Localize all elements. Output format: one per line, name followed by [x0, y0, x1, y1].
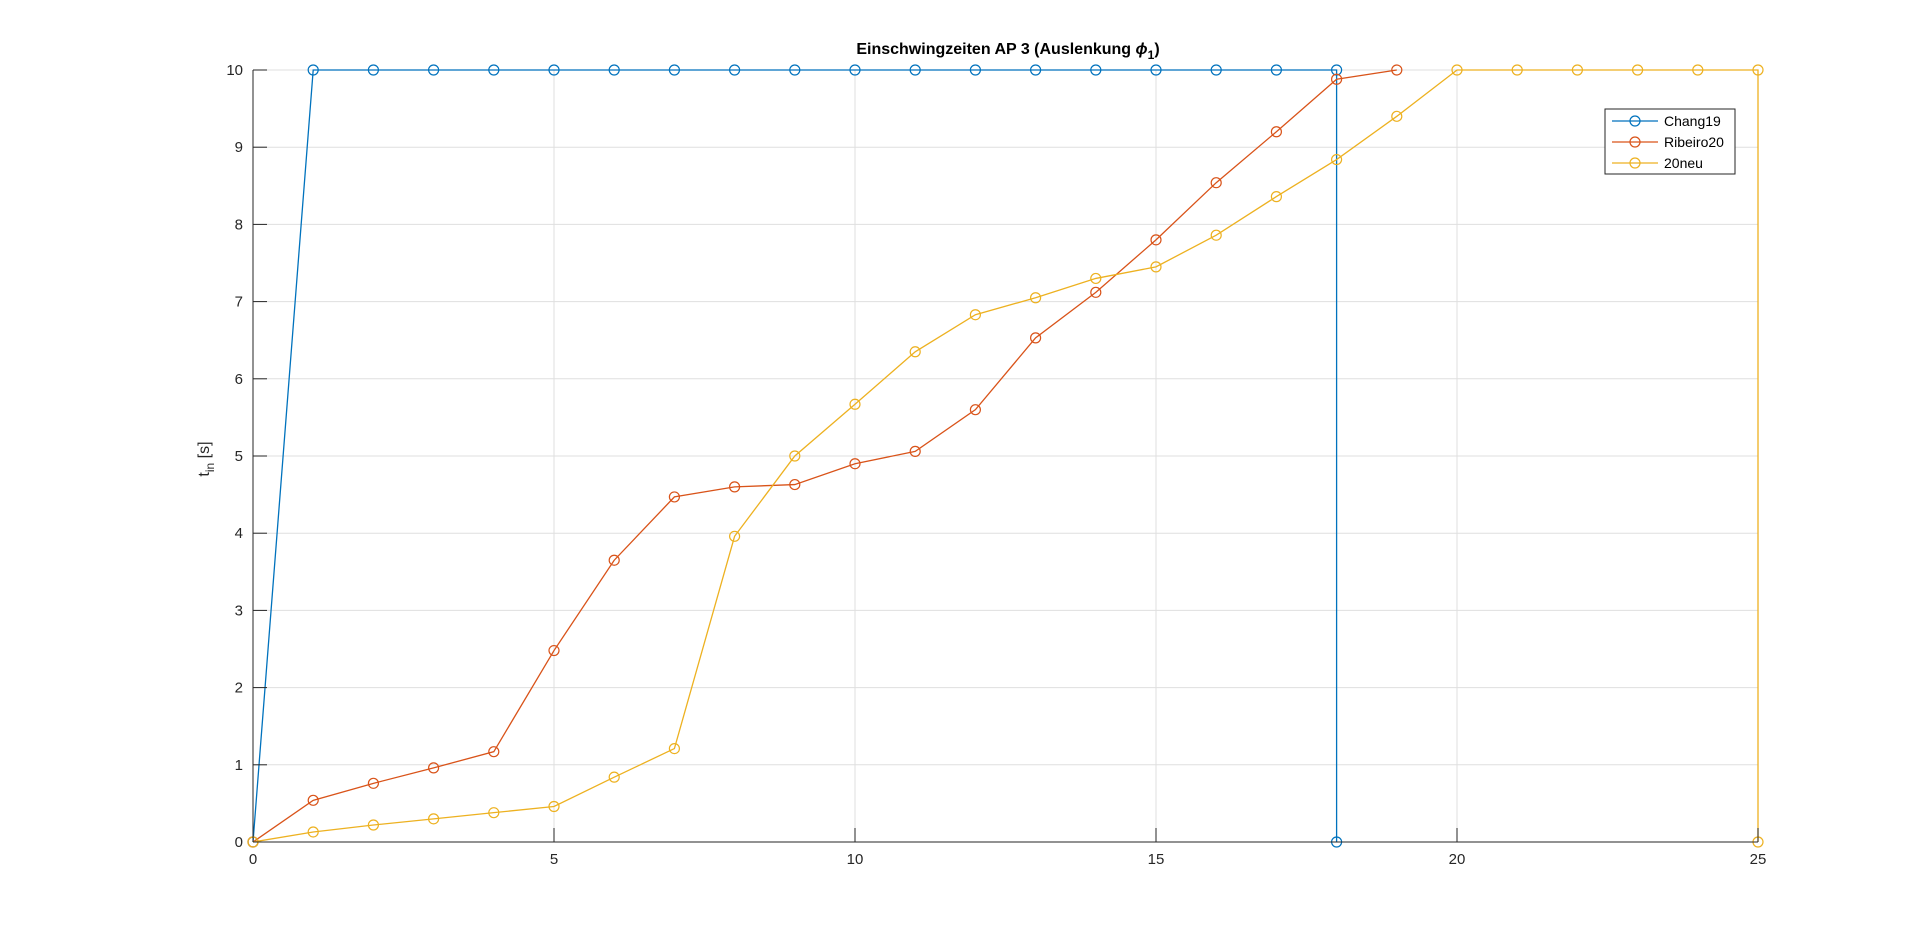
- data-point: [367, 819, 379, 831]
- data-point: [849, 64, 861, 76]
- data-point: [1752, 64, 1764, 76]
- data-point: [488, 64, 500, 76]
- y-tick-label: 6: [235, 371, 243, 388]
- data-point: [1029, 332, 1042, 344]
- data-point: [367, 777, 379, 789]
- legend-marker: [1629, 115, 1641, 127]
- data-point: [1571, 64, 1584, 76]
- data-point: [428, 813, 440, 825]
- data-point: [548, 644, 560, 657]
- data-point: [1270, 64, 1283, 76]
- chart-title: Einschwingzeiten AP 3 (Auslenkung ϕ1): [856, 41, 1159, 62]
- data-point: [969, 309, 982, 321]
- data-point: [608, 64, 620, 76]
- y-tick-label: 7: [235, 294, 243, 311]
- data-point: [789, 478, 801, 491]
- data-point: [789, 64, 801, 76]
- x-tick-label: 25: [1750, 851, 1767, 868]
- data-point: [1330, 73, 1343, 85]
- data-point: [728, 64, 741, 76]
- data-point: [969, 404, 982, 416]
- data-point: [909, 64, 921, 76]
- series-20neu: [247, 64, 1764, 848]
- y-tick-label: 9: [235, 139, 243, 156]
- data-point: [849, 458, 861, 470]
- legend-marker: [1629, 157, 1641, 169]
- data-point: [367, 64, 379, 76]
- data-point: [548, 800, 560, 813]
- y-tick-label: 1: [235, 757, 243, 774]
- y-tick-label: 5: [235, 448, 243, 465]
- data-point: [1090, 286, 1102, 298]
- x-tick-label: 10: [847, 851, 864, 868]
- data-point: [1210, 229, 1222, 241]
- y-tick-label: 0: [235, 834, 243, 851]
- data-series: [247, 64, 1764, 848]
- y-tick-label: 3: [235, 602, 243, 619]
- y-tick-label: 4: [235, 525, 243, 542]
- data-point: [1029, 292, 1042, 304]
- series-line: [252, 69, 1759, 843]
- data-point: [1692, 64, 1704, 76]
- data-point: [969, 64, 982, 76]
- data-point: [909, 346, 921, 358]
- data-point: [849, 398, 861, 410]
- y-tick-label: 10: [226, 62, 243, 79]
- y-tick-label: 8: [235, 216, 243, 233]
- y-axis-label: tin [s]: [196, 441, 217, 476]
- y-tick-label: 2: [235, 680, 243, 697]
- data-point: [1391, 64, 1403, 76]
- data-point: [668, 491, 681, 503]
- x-tick-label: 5: [550, 851, 558, 868]
- x-tick-label: 0: [249, 851, 257, 868]
- data-point: [1631, 64, 1644, 76]
- data-point: [1330, 64, 1343, 76]
- data-point: [1391, 110, 1403, 122]
- data-point: [428, 64, 440, 76]
- data-point: [1150, 64, 1162, 76]
- data-point: [307, 826, 319, 838]
- data-point: [488, 807, 500, 819]
- x-tick-label: 20: [1449, 851, 1466, 868]
- data-point: [789, 450, 801, 462]
- data-point: [307, 794, 319, 806]
- data-point: [668, 64, 681, 76]
- data-point: [608, 554, 620, 566]
- data-point: [1210, 177, 1222, 189]
- data-point: [548, 64, 560, 76]
- data-point: [1090, 272, 1102, 285]
- data-point: [428, 762, 440, 774]
- data-point: [1210, 64, 1222, 76]
- data-point: [728, 530, 741, 542]
- legend-label: Chang19: [1664, 113, 1721, 129]
- data-point: [1451, 64, 1463, 76]
- data-point: [1029, 64, 1042, 76]
- data-point: [1270, 191, 1283, 203]
- tick-labels: 0 5 10 15 20 25 0 1 2 3 4 5 6 7 8 9 10: [226, 62, 1766, 868]
- legend-marker: [1629, 136, 1641, 148]
- data-point: [488, 746, 500, 758]
- data-point: [1150, 261, 1162, 273]
- legend-label: 20neu: [1664, 155, 1703, 171]
- data-point: [608, 771, 620, 783]
- data-point: [728, 481, 741, 493]
- series-line: [252, 69, 1338, 843]
- data-point: [1270, 126, 1283, 138]
- data-point: [909, 445, 921, 457]
- legend: Chang19 Ribeiro20 20neu: [1604, 108, 1736, 175]
- series-line: [252, 69, 1397, 843]
- data-point: [1330, 153, 1343, 166]
- grid-lines: [252, 69, 1759, 843]
- data-point: [307, 64, 319, 76]
- data-point: [1511, 64, 1523, 76]
- axes: [252, 69, 1759, 843]
- series-chang19: [247, 64, 1343, 848]
- x-tick-label: 15: [1148, 851, 1165, 868]
- data-point: [1150, 234, 1162, 246]
- data-point: [668, 742, 681, 755]
- legend-label: Ribeiro20: [1664, 134, 1724, 150]
- data-point: [1090, 64, 1102, 76]
